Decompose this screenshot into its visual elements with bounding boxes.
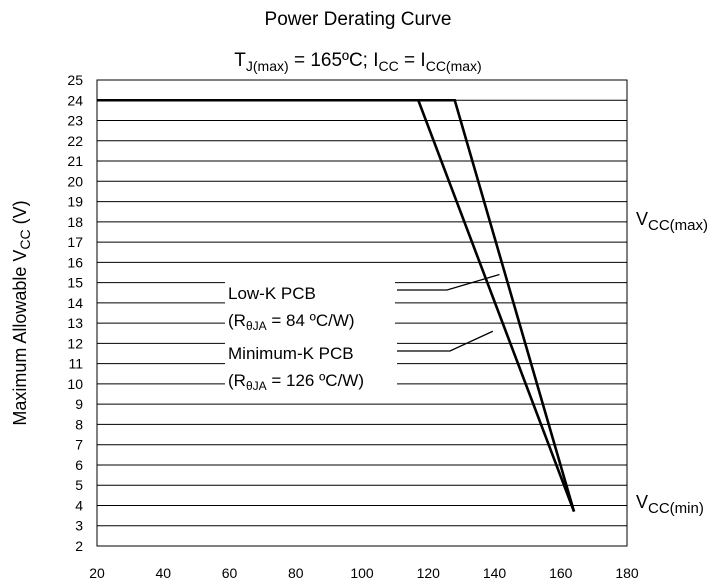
y-tick-label: 23 [67, 113, 83, 129]
y-tick-label: 21 [67, 153, 83, 169]
minimum-k-leader-line [397, 330, 494, 352]
low-k-label-background [225, 280, 395, 332]
y-tick-label: 12 [67, 335, 83, 351]
chart-title: Power Derating Curve [265, 9, 452, 30]
y-tick-label: 11 [68, 356, 83, 372]
low-k-rtheta-label: (RθJA = 84 ºC/W) [228, 311, 355, 333]
x-tick-label: 120 [417, 565, 441, 581]
chart-subtitle: TJ(max) = 165ºC; ICC = ICC(max) [234, 50, 481, 74]
y-tick-label: 25 [67, 72, 83, 88]
series-group [97, 98, 576, 513]
y-tick-label: 14 [67, 295, 83, 311]
y-tick-label: 19 [67, 194, 83, 210]
y-tick-label: 3 [75, 518, 83, 534]
y-tick-label: 4 [75, 497, 83, 513]
y-tick-label: 9 [75, 396, 83, 412]
x-tick-labels: 20 40 60 80 100 120 140 160 180 [89, 565, 639, 581]
y-tick-label: 6 [75, 457, 83, 473]
x-tick-label: 80 [288, 565, 304, 581]
y-axis-label: Maximum Allowable VCC (V) [10, 200, 33, 425]
vcc-min-label: VCC(min) [636, 492, 704, 517]
series-line-2 [97, 98, 576, 513]
y-tick-label: 2 [75, 538, 83, 554]
x-tick-label: 140 [483, 565, 507, 581]
y-tick-label: 22 [67, 133, 83, 149]
y-tick-label: 7 [75, 437, 83, 453]
x-tick-label: 40 [155, 565, 171, 581]
y-tick-label: 16 [67, 254, 83, 270]
y-tick-label: 24 [67, 92, 83, 108]
minimum-k-rtheta-label: (RθJA = 126 ºC/W) [228, 371, 364, 393]
y-tick-label: 13 [67, 315, 83, 331]
x-tick-label: 20 [89, 565, 105, 581]
x-tick-label: 100 [350, 565, 374, 581]
x-tick-label: 60 [222, 565, 238, 581]
minimum-k-label-background [225, 340, 397, 392]
y-tick-label: 5 [75, 477, 83, 493]
annotations: Low-K PCB (RθJA = 84 ºC/W) Minimum-K PCB… [225, 273, 500, 393]
y-tick-label: 15 [67, 275, 83, 291]
x-tick-label: 160 [549, 565, 573, 581]
y-tick-label: 8 [75, 416, 83, 432]
y-tick-label: 20 [67, 173, 83, 189]
y-tick-label: 18 [67, 214, 83, 230]
y-tick-label: 17 [67, 234, 83, 250]
low-k-label: Low-K PCB [228, 284, 316, 303]
minimum-k-label: Minimum-K PCB [228, 344, 354, 363]
low-k-leader-line [397, 273, 500, 291]
plot-frame [96, 79, 628, 547]
y-tick-label: 10 [67, 376, 83, 392]
vcc-max-label: VCC(max) [636, 209, 708, 234]
x-tick-label: 180 [615, 565, 639, 581]
